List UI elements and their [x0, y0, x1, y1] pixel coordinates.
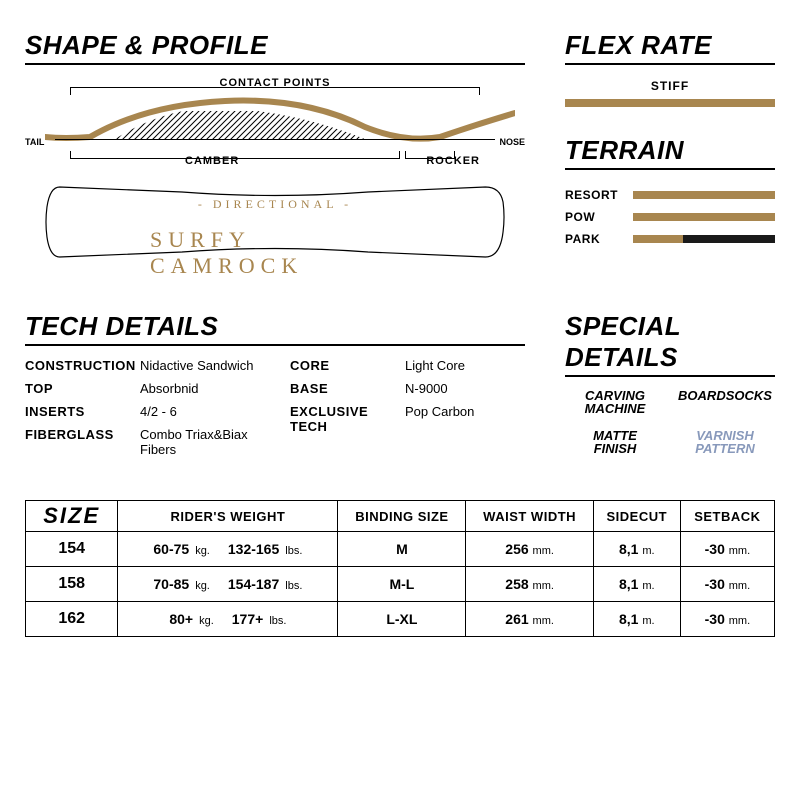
flex-section: FLEX RATE STIFF — [565, 30, 775, 107]
tech-key: FIBERGLASS — [25, 427, 140, 457]
waist-cell: 258 mm. — [466, 567, 593, 602]
table-row: 158 70-85 kg.154-187 lbs. M-L 258 mm. 8,… — [26, 567, 775, 602]
tech-details-section: TECH DETAILS CONSTRUCTIONNidactive Sandw… — [25, 311, 525, 465]
setback-cell: -30 mm. — [680, 532, 774, 567]
flex-label: STIFF — [565, 79, 775, 93]
tech-key: EXCLUSIVE TECH — [290, 404, 405, 434]
rocker-label: ROCKER — [426, 155, 480, 167]
terrain-bar — [633, 235, 775, 243]
tech-val: Nidactive Sandwich — [140, 358, 260, 373]
tech-val: Absorbnid — [140, 381, 260, 396]
tech-key: TOP — [25, 381, 140, 396]
special-detail-icon: CARVINGMACHINE — [565, 389, 665, 415]
terrain-row: PARK — [565, 232, 775, 246]
shape-diagram: CONTACT POINTS TAIL NOSE CAMBER ROCKE — [25, 77, 525, 287]
waist-cell: 261 mm. — [466, 602, 593, 637]
special-title: SPECIAL DETAILS — [565, 311, 775, 377]
terrain-bar — [633, 213, 775, 221]
terrain-section: TERRAIN RESORT POW PARK — [565, 135, 775, 246]
shape-profile-title: SHAPE & PROFILE — [25, 30, 525, 65]
terrain-title: TERRAIN — [565, 135, 775, 170]
shape-profile-section: SHAPE & PROFILE CONTACT POINTS TAIL NOSE — [25, 30, 525, 287]
tech-title: TECH DETAILS — [25, 311, 525, 346]
tech-val: Light Core — [405, 358, 525, 373]
tech-row: BASEN-9000 — [290, 381, 525, 396]
tech-row: CORELight Core — [290, 358, 525, 373]
binding-cell: M — [338, 532, 466, 567]
tech-key: BASE — [290, 381, 405, 396]
directional-text: - DIRECTIONAL - — [198, 197, 352, 212]
setback-cell: -30 mm. — [680, 602, 774, 637]
size-cell: 158 — [26, 567, 118, 602]
setback-header: SETBACK — [680, 501, 774, 532]
tech-key: INSERTS — [25, 404, 140, 419]
sidecut-cell: 8,1 m. — [593, 532, 680, 567]
flex-title: FLEX RATE — [565, 30, 775, 65]
special-details-section: SPECIAL DETAILS CARVINGMACHINE BOARDSOCKS… — [565, 311, 775, 465]
table-row: 162 80+ kg.177+ lbs. L-XL 261 mm. 8,1 m.… — [26, 602, 775, 637]
camber-label: CAMBER — [185, 155, 239, 167]
camber-profile-curve — [45, 95, 515, 150]
size-cell: 154 — [26, 532, 118, 567]
size-table: SIZE RIDER'S WEIGHT BINDING SIZE WAIST W… — [25, 500, 775, 637]
special-detail-icon: BOARDSOCKS — [675, 389, 775, 415]
tech-val: Pop Carbon — [405, 404, 525, 434]
table-row: 154 60-75 kg.132-165 lbs. M 256 mm. 8,1 … — [26, 532, 775, 567]
terrain-row: RESORT — [565, 188, 775, 202]
waist-cell: 256 mm. — [466, 532, 593, 567]
waist-header: WAIST WIDTH — [466, 501, 593, 532]
tech-row: TOPAbsorbnid — [25, 381, 260, 396]
tech-key: CORE — [290, 358, 405, 373]
terrain-label: RESORT — [565, 188, 625, 202]
sidecut-cell: 8,1 m. — [593, 602, 680, 637]
size-cell: 162 — [26, 602, 118, 637]
tech-val: N-9000 — [405, 381, 525, 396]
terrain-row: POW — [565, 210, 775, 224]
tech-row: EXCLUSIVE TECHPop Carbon — [290, 404, 525, 434]
tech-row: INSERTS4/2 - 6 — [25, 404, 260, 419]
terrain-label: POW — [565, 210, 625, 224]
terrain-label: PARK — [565, 232, 625, 246]
size-header: SIZE — [26, 501, 118, 532]
sidecut-cell: 8,1 m. — [593, 567, 680, 602]
tech-val: Combo Triax&Biax Fibers — [140, 427, 260, 457]
binding-cell: M-L — [338, 567, 466, 602]
tech-key: CONSTRUCTION — [25, 358, 140, 373]
weight-cell: 60-75 kg.132-165 lbs. — [118, 532, 338, 567]
special-detail-icon: VARNISHPATTERN — [675, 429, 775, 455]
weight-cell: 80+ kg.177+ lbs. — [118, 602, 338, 637]
sidecut-header: SIDECUT — [593, 501, 680, 532]
weight-cell: 70-85 kg.154-187 lbs. — [118, 567, 338, 602]
board-name-text: SURFY CAMROCK — [150, 227, 400, 279]
binding-header: BINDING SIZE — [338, 501, 466, 532]
setback-cell: -30 mm. — [680, 567, 774, 602]
tech-row: FIBERGLASSCombo Triax&Biax Fibers — [25, 427, 260, 457]
terrain-bar — [633, 191, 775, 199]
weight-header: RIDER'S WEIGHT — [118, 501, 338, 532]
binding-cell: L-XL — [338, 602, 466, 637]
flex-bar — [565, 99, 775, 107]
tech-val: 4/2 - 6 — [140, 404, 260, 419]
tail-label: TAIL — [25, 137, 44, 147]
tech-row: CONSTRUCTIONNidactive Sandwich — [25, 358, 260, 373]
special-detail-icon: MATTEFINISH — [565, 429, 665, 455]
